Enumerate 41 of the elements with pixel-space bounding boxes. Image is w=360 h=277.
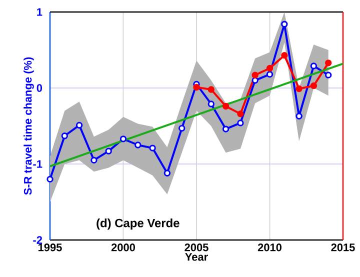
- point: [149, 144, 156, 152]
- x-axis-title: Year: [185, 253, 208, 261]
- point: [164, 170, 171, 176]
- x-tick-label: 2005: [184, 244, 208, 252]
- point: [46, 176, 54, 183]
- point: [325, 60, 332, 66]
- point: [178, 124, 186, 132]
- point: [325, 72, 332, 78]
- point: [222, 102, 230, 110]
- point: [76, 122, 83, 129]
- point: [252, 77, 258, 84]
- annotation: (d) Cape Verde: [96, 218, 180, 230]
- y-tick-label: -1: [33, 160, 42, 168]
- point: [281, 20, 288, 28]
- point: [90, 156, 98, 164]
- point: [281, 52, 288, 59]
- x-tick-label: 2015: [331, 244, 355, 252]
- point: [237, 110, 244, 118]
- point: [296, 85, 302, 92]
- point: [61, 132, 68, 140]
- point: [193, 84, 200, 91]
- x-tick-label: 1995: [38, 244, 62, 252]
- y-tick-label: 1: [37, 8, 42, 16]
- y-axis-title: S-R travel time change (%): [24, 57, 34, 195]
- point: [134, 142, 142, 148]
- point: [120, 136, 127, 142]
- point: [266, 70, 274, 78]
- y-tick-label: -2: [33, 236, 42, 244]
- point: [310, 82, 318, 90]
- point: [310, 62, 318, 70]
- x-tick-label: 2010: [258, 244, 282, 252]
- point: [237, 120, 244, 126]
- point: [222, 126, 230, 132]
- x-tick-label: 2000: [111, 244, 135, 252]
- point: [105, 148, 112, 154]
- point: [252, 72, 258, 78]
- point: [266, 64, 274, 72]
- point: [208, 86, 214, 93]
- point: [296, 112, 302, 120]
- y-tick-label: 0: [36, 84, 42, 92]
- point: [208, 100, 214, 108]
